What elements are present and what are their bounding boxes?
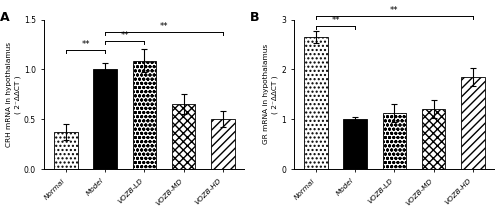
Text: A: A bbox=[0, 11, 10, 24]
Bar bbox=[172, 104, 196, 169]
Bar bbox=[54, 132, 78, 169]
Bar bbox=[382, 113, 406, 169]
Bar bbox=[344, 119, 367, 169]
Bar bbox=[461, 77, 484, 169]
Text: **: ** bbox=[390, 6, 398, 15]
Bar bbox=[422, 109, 446, 169]
Text: **: ** bbox=[82, 40, 90, 49]
Bar bbox=[304, 37, 328, 169]
Text: **: ** bbox=[120, 31, 129, 40]
Text: **: ** bbox=[332, 16, 340, 25]
Text: **: ** bbox=[160, 22, 168, 31]
Bar bbox=[211, 119, 234, 169]
Bar bbox=[132, 61, 156, 169]
Y-axis label: GR mRNA in hypothalamus
( 2⁻ΔΔCT ): GR mRNA in hypothalamus ( 2⁻ΔΔCT ) bbox=[264, 44, 278, 144]
Text: B: B bbox=[250, 11, 260, 24]
Y-axis label: CRH mRNA in hypothalamus
( 2⁻ΔΔCT ): CRH mRNA in hypothalamus ( 2⁻ΔΔCT ) bbox=[6, 42, 21, 147]
Bar bbox=[94, 70, 117, 169]
